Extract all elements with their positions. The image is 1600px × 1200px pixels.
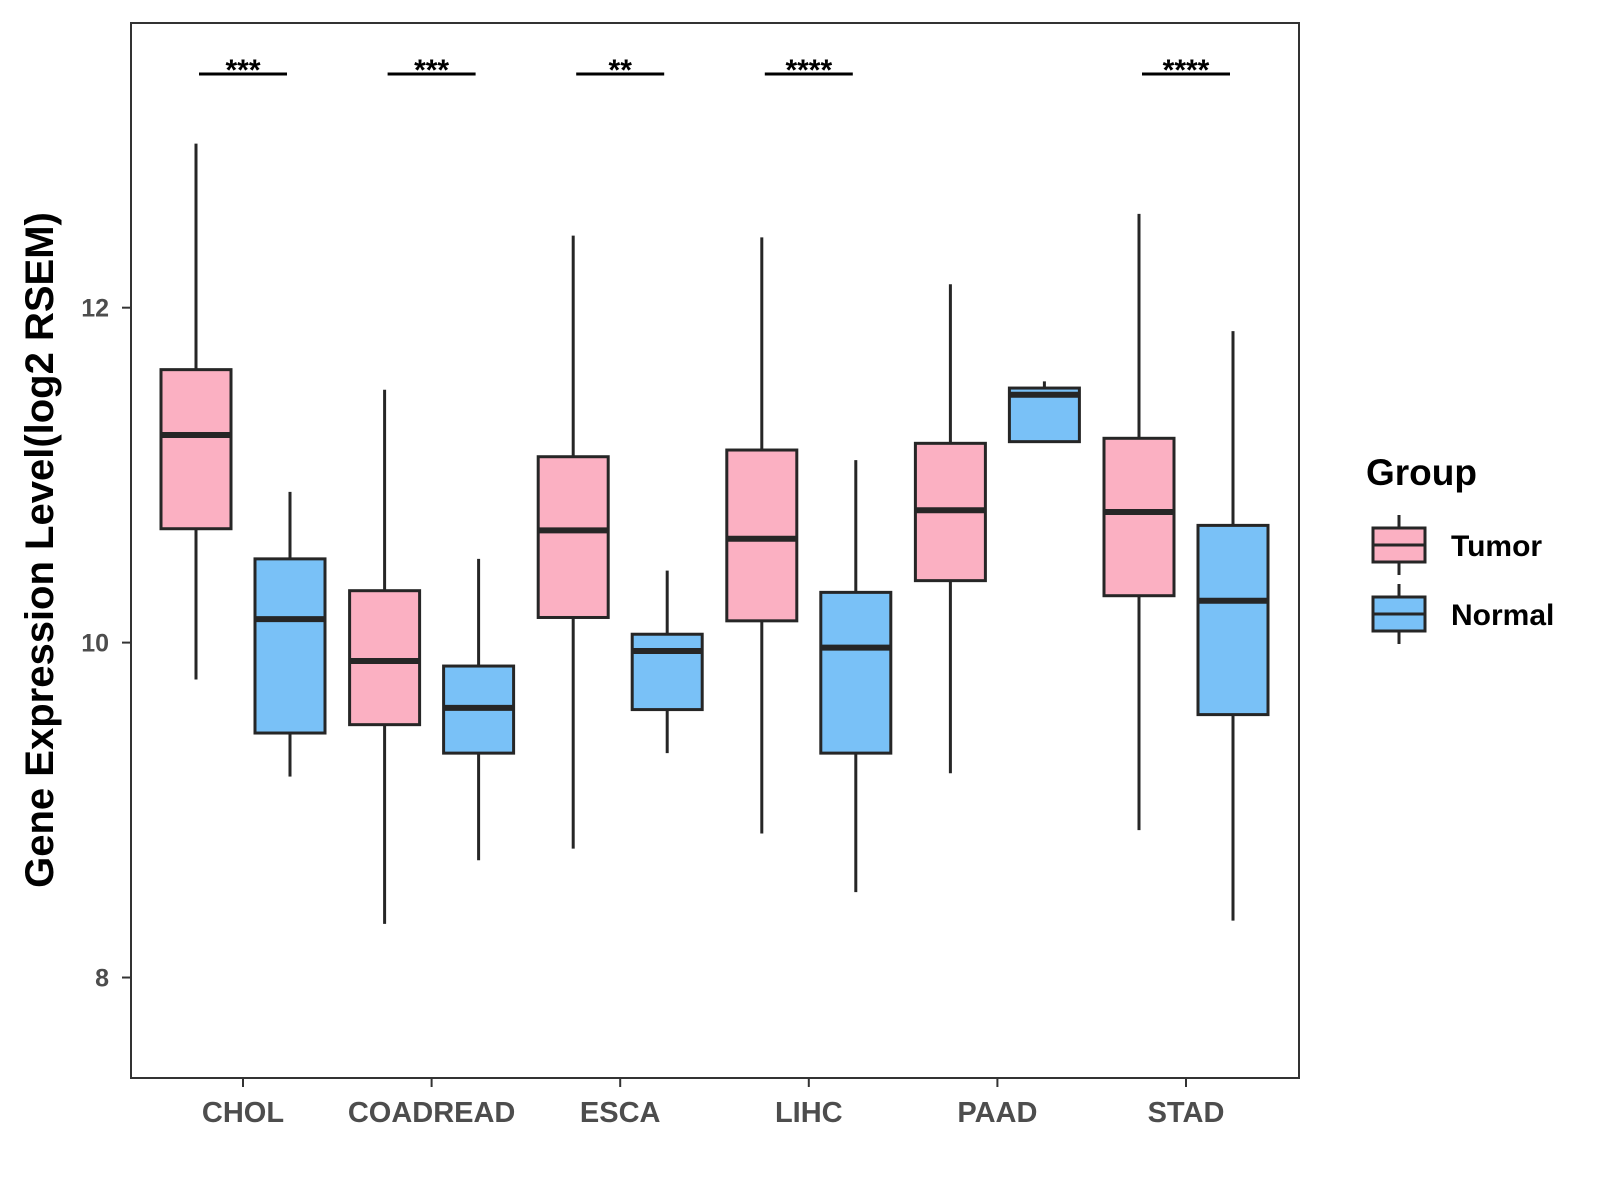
- box-tumor-chol: [159, 368, 233, 531]
- box-tumor-stad: [1102, 436, 1176, 598]
- axis-layer: 8 10 12 CHOL COADREAD ESCA LIHC PAAD STAD: [81, 295, 1224, 1129]
- x-tick-label: CHOL: [202, 1097, 284, 1129]
- y-tick-label: 10: [81, 630, 109, 658]
- x-tick-label: LIHC: [775, 1097, 843, 1129]
- box-tumor-lihc: [725, 448, 799, 623]
- x-tick-label: COADREAD: [348, 1097, 516, 1129]
- box-normal-esca: [630, 632, 704, 712]
- y-tick-label: 12: [81, 295, 109, 323]
- y-axis-title: Gene Expression Level(log2 RSEM): [18, 212, 62, 888]
- significance-label-coadread: ***: [414, 54, 449, 87]
- box-tumor-coadread: [348, 589, 422, 727]
- x-tick-label: ESCA: [580, 1097, 661, 1129]
- legend-label-tumor: Tumor: [1451, 530, 1542, 563]
- box-normal-lihc: [819, 590, 893, 755]
- plot-panel-border: [130, 22, 1300, 1079]
- x-tick-label: PAAD: [957, 1097, 1037, 1129]
- box-normal-chol: [253, 557, 327, 735]
- legend: Group Tumor Normal: [1366, 452, 1554, 644]
- significance-label-lihc: ****: [785, 54, 832, 87]
- significance-label-esca: **: [609, 54, 633, 87]
- y-tick-label: 8: [95, 965, 109, 993]
- plot-layer: *** *** ** **** ****: [159, 54, 1270, 924]
- legend-label-normal: Normal: [1451, 599, 1554, 632]
- box-tumor-esca: [536, 455, 610, 619]
- box-normal-stad: [1196, 523, 1270, 717]
- legend-title: Group: [1366, 452, 1477, 493]
- x-tick-label: STAD: [1148, 1097, 1225, 1129]
- significance-label-stad: ****: [1163, 54, 1210, 87]
- significance-label-chol: ***: [225, 54, 260, 87]
